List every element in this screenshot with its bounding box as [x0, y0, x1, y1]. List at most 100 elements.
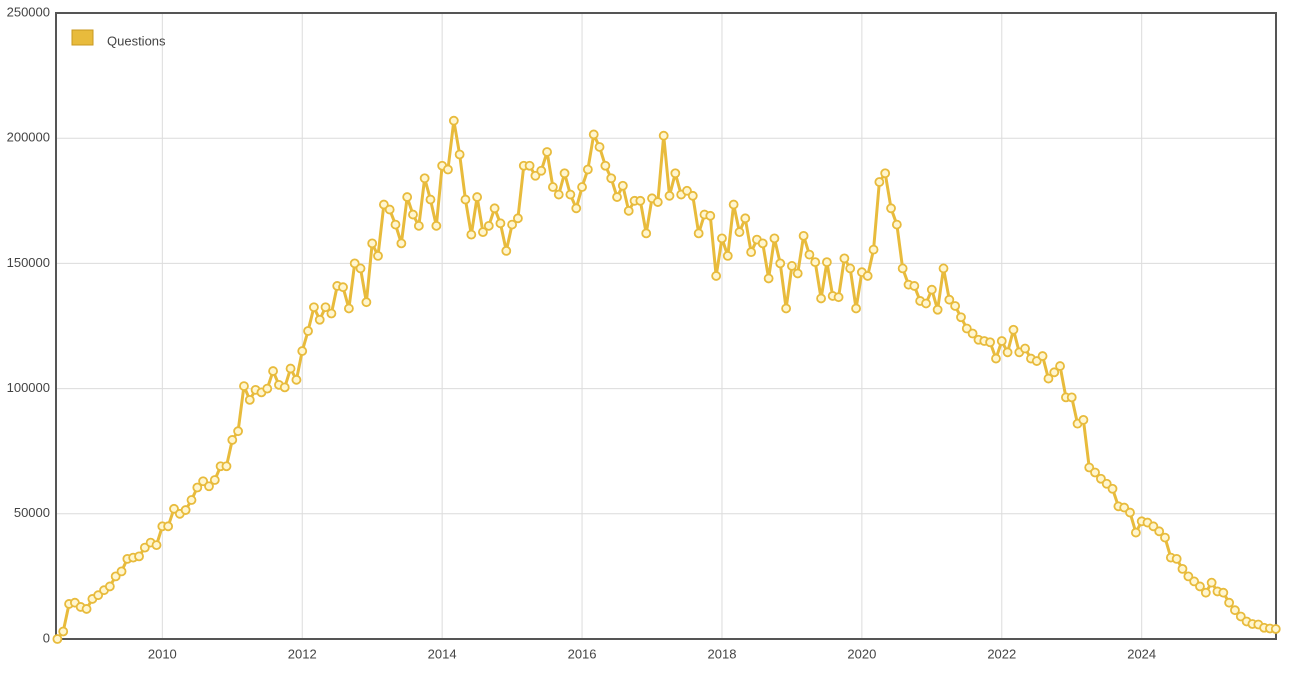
- data-point: [722, 250, 733, 261]
- data-point: [588, 129, 599, 140]
- data-point: [909, 281, 920, 291]
- data-point: [204, 481, 214, 492]
- data-point: [413, 220, 424, 231]
- data-point: [384, 204, 395, 215]
- data-point: [996, 336, 1007, 346]
- data-point: [513, 213, 523, 224]
- data-point: [1218, 587, 1229, 598]
- data-point: [868, 244, 879, 255]
- data-point: [787, 261, 797, 271]
- data-point: [110, 571, 121, 582]
- data-point: [623, 205, 634, 216]
- data-point: [239, 381, 249, 391]
- data-point: [501, 245, 512, 256]
- data-point: [373, 250, 383, 261]
- data-point: [268, 366, 278, 376]
- data-point: [431, 220, 442, 231]
- data-point: [1160, 532, 1170, 543]
- data-point: [792, 268, 803, 279]
- x-tick-label: 2012: [288, 646, 317, 661]
- data-point: [938, 263, 949, 274]
- data-point: [810, 257, 821, 268]
- data-point: [553, 189, 564, 200]
- data-point: [460, 194, 471, 205]
- data-point: [326, 308, 337, 319]
- y-tick-label: 50000: [14, 505, 50, 520]
- data-point: [577, 182, 587, 192]
- data-point: [886, 203, 896, 214]
- x-tick-label: 2024: [1127, 646, 1156, 661]
- data-point: [209, 475, 220, 485]
- data-point: [221, 461, 232, 472]
- data-point: [244, 394, 255, 405]
- data-point: [425, 194, 436, 205]
- data-point: [1055, 361, 1065, 371]
- data-point: [991, 353, 1001, 364]
- data-point: [967, 328, 978, 339]
- data-point: [1200, 587, 1211, 598]
- data-point: [466, 229, 477, 240]
- data-point: [163, 521, 174, 532]
- data-point: [303, 326, 313, 336]
- x-tick-label: 2018: [708, 646, 737, 661]
- data-point: [1078, 414, 1089, 425]
- data-point: [821, 257, 832, 268]
- data-point: [769, 233, 780, 244]
- data-point: [279, 382, 290, 393]
- data-point: [734, 227, 745, 238]
- data-point: [1154, 526, 1165, 537]
- data-point: [1130, 527, 1141, 538]
- y-tick-label: 100000: [7, 380, 50, 395]
- legend-swatch: [71, 29, 94, 46]
- data-point: [291, 374, 302, 385]
- data-point: [1125, 507, 1135, 518]
- data-point: [262, 383, 273, 394]
- data-point: [530, 170, 541, 181]
- data-point: [565, 189, 576, 200]
- data-point: [443, 164, 453, 175]
- data-point: [285, 363, 296, 374]
- data-point: [1177, 563, 1188, 574]
- data-point: [134, 551, 144, 562]
- data-point: [652, 197, 663, 207]
- data-point: [641, 228, 652, 239]
- data-point: [880, 168, 891, 179]
- data-point: [851, 303, 861, 314]
- data-point: [320, 302, 331, 313]
- data-point: [1195, 581, 1205, 592]
- data-point: [1037, 351, 1048, 361]
- data-point: [1020, 343, 1030, 354]
- data-point: [396, 238, 407, 249]
- data-point: [658, 130, 669, 141]
- data-point: [151, 540, 162, 550]
- data-point: [612, 192, 622, 202]
- data-point: [635, 195, 646, 206]
- data-point: [309, 302, 319, 313]
- data-point: [874, 177, 885, 187]
- data-point: [58, 626, 69, 637]
- data-point: [670, 168, 681, 179]
- data-point: [1043, 373, 1054, 384]
- data-point: [408, 209, 418, 220]
- data-point: [740, 213, 751, 224]
- data-point: [314, 314, 325, 325]
- x-tick-label: 2016: [568, 646, 597, 661]
- data-point: [198, 476, 209, 487]
- data-point: [693, 228, 704, 239]
- data-point: [728, 199, 739, 210]
- data-point: [338, 282, 348, 293]
- y-tick-label: 150000: [7, 255, 50, 270]
- data-point: [524, 160, 535, 171]
- data-point: [536, 165, 547, 176]
- data-point: [233, 426, 243, 437]
- data-point: [1049, 367, 1060, 378]
- data-point: [1206, 577, 1217, 588]
- data-point: [1107, 483, 1118, 494]
- data-point: [489, 203, 500, 214]
- data-point: [343, 303, 354, 314]
- data-point: [891, 219, 902, 230]
- data-point: [547, 182, 558, 192]
- data-point: [845, 263, 856, 274]
- data-point: [781, 303, 792, 314]
